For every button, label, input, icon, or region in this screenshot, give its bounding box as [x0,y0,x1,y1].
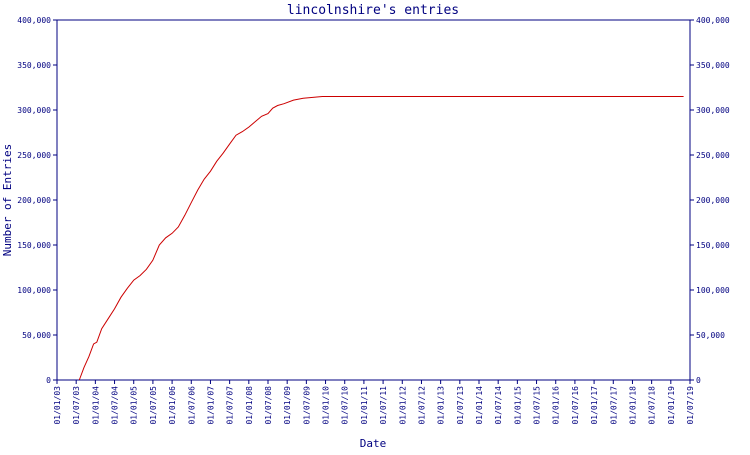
x-tick-label: 01/07/17 [609,386,618,425]
y-tick-label-left: 200,000 [17,196,51,205]
x-tick-label: 01/07/05 [149,386,158,425]
y-tick-label-left: 0 [46,376,51,385]
x-tick-label: 01/01/17 [590,386,599,425]
x-axis-label: Date [360,437,387,450]
series-group [78,96,684,381]
x-tick-label: 01/07/16 [571,386,580,425]
plot-frame [56,19,691,381]
x-tick-label: 01/07/15 [533,386,542,425]
x-tick-label: 01/01/07 [206,386,215,425]
y-tick-label-right: 300,000 [696,106,730,115]
y-tick-label-left: 300,000 [17,106,51,115]
x-tick-label: 01/07/14 [494,386,503,425]
x-tick-label: 01/01/05 [130,386,139,425]
x-tick-label: 01/01/15 [513,386,522,425]
x-tick-label: 01/01/19 [667,386,676,425]
series-line [78,96,684,381]
x-tick-label: 01/07/13 [456,386,465,425]
x-tick-label: 01/01/13 [437,386,446,425]
x-tick-label: 01/01/18 [628,386,637,425]
x-tick-label: 01/07/18 [648,386,657,425]
x-tick-label: 01/07/03 [72,386,81,425]
x-tick-label: 01/07/06 [187,386,196,425]
x-tick-label: 01/01/04 [91,386,100,425]
y-tick-label-left: 150,000 [17,241,51,250]
y-tick-label-right: 350,000 [696,61,730,70]
x-tick-label: 01/07/04 [111,386,120,425]
x-axis: 01/01/03 01/07/03 01/01/04 01/07/04 01/01/05… [53,380,695,425]
y-tick-label-right: 400,000 [696,16,730,25]
y-tick-label-left: 50,000 [22,331,51,340]
x-tick-label: 01/07/08 [264,386,273,425]
y-tick-label-left: 250,000 [17,151,51,160]
x-tick-label: 01/01/16 [552,386,561,425]
y-tick-label-left: 100,000 [17,286,51,295]
y-axis-label: Number of Entries [1,144,14,257]
y-axis-right: 0 50,000 100,000 150,000 200,000 250,000 300,0… [690,16,730,385]
x-tick-label: 01/01/09 [283,386,292,425]
x-tick-label: 01/07/19 [686,386,695,425]
x-tick-label: 01/01/14 [475,386,484,425]
y-tick-label-right: 100,000 [696,286,730,295]
y-tick-label-right: 200,000 [696,196,730,205]
plot-border [56,19,691,381]
y-tick-label-right: 50,000 [696,331,725,340]
y-tick-label-right: 250,000 [696,151,730,160]
y-axis-left: 0 50,000 100,000 150,000 200,000 250,000 300,0… [17,16,57,385]
chart-title: lincolnshire's entries [287,3,459,18]
x-tick-label: 01/07/12 [417,386,426,425]
x-tick-label: 01/07/11 [379,386,388,425]
x-tick-label: 01/07/09 [302,386,311,425]
x-tick-label: 01/01/08 [245,386,254,425]
x-tick-label: 01/01/10 [322,386,331,425]
x-tick-label: 01/01/11 [360,386,369,425]
x-tick-label: 01/07/10 [341,386,350,425]
x-tick-label: 01/01/12 [398,386,407,425]
y-tick-label-right: 0 [696,376,701,385]
x-tick-label: 01/01/03 [53,386,62,425]
x-tick-label: 01/01/06 [168,386,177,425]
x-tick-label: 01/07/07 [226,386,235,425]
y-tick-label-left: 400,000 [17,16,51,25]
y-tick-label-right: 150,000 [696,241,730,250]
y-tick-label-left: 350,000 [17,61,51,70]
